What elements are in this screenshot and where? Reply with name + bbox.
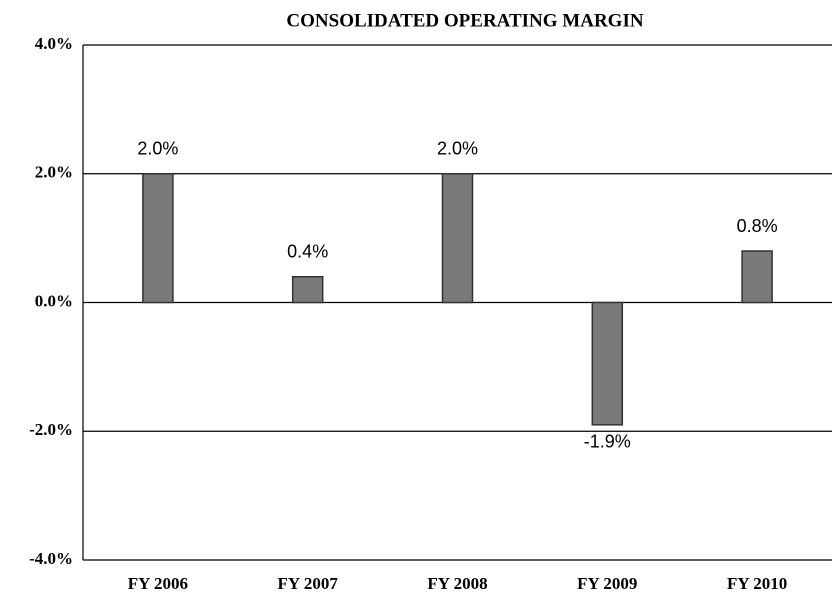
value-label: 2.0% [437, 139, 478, 159]
y-tick-label: 4.0% [35, 34, 73, 53]
x-tick-label: FY 2006 [128, 574, 188, 593]
x-tick-label: FY 2009 [577, 574, 637, 593]
x-tick-label: FY 2008 [427, 574, 487, 593]
y-tick-label: 2.0% [35, 163, 73, 182]
chart-title: CONSOLIDATED OPERATING MARGIN [286, 10, 643, 31]
bar [142, 173, 174, 304]
bar [741, 250, 773, 304]
value-label: -1.9% [584, 432, 631, 452]
y-tick-label: -4.0% [29, 549, 73, 568]
bar [291, 276, 324, 304]
y-tick-label: -2.0% [29, 420, 73, 439]
value-label: 0.8% [737, 216, 778, 236]
y-tick-label: 0.0% [35, 291, 73, 310]
value-label: 2.0% [137, 139, 178, 159]
bar [591, 301, 624, 426]
x-tick-label: FY 2007 [278, 574, 339, 593]
x-tick-label: FY 2010 [727, 574, 787, 593]
bar [441, 173, 474, 304]
value-label: 0.4% [287, 242, 328, 262]
